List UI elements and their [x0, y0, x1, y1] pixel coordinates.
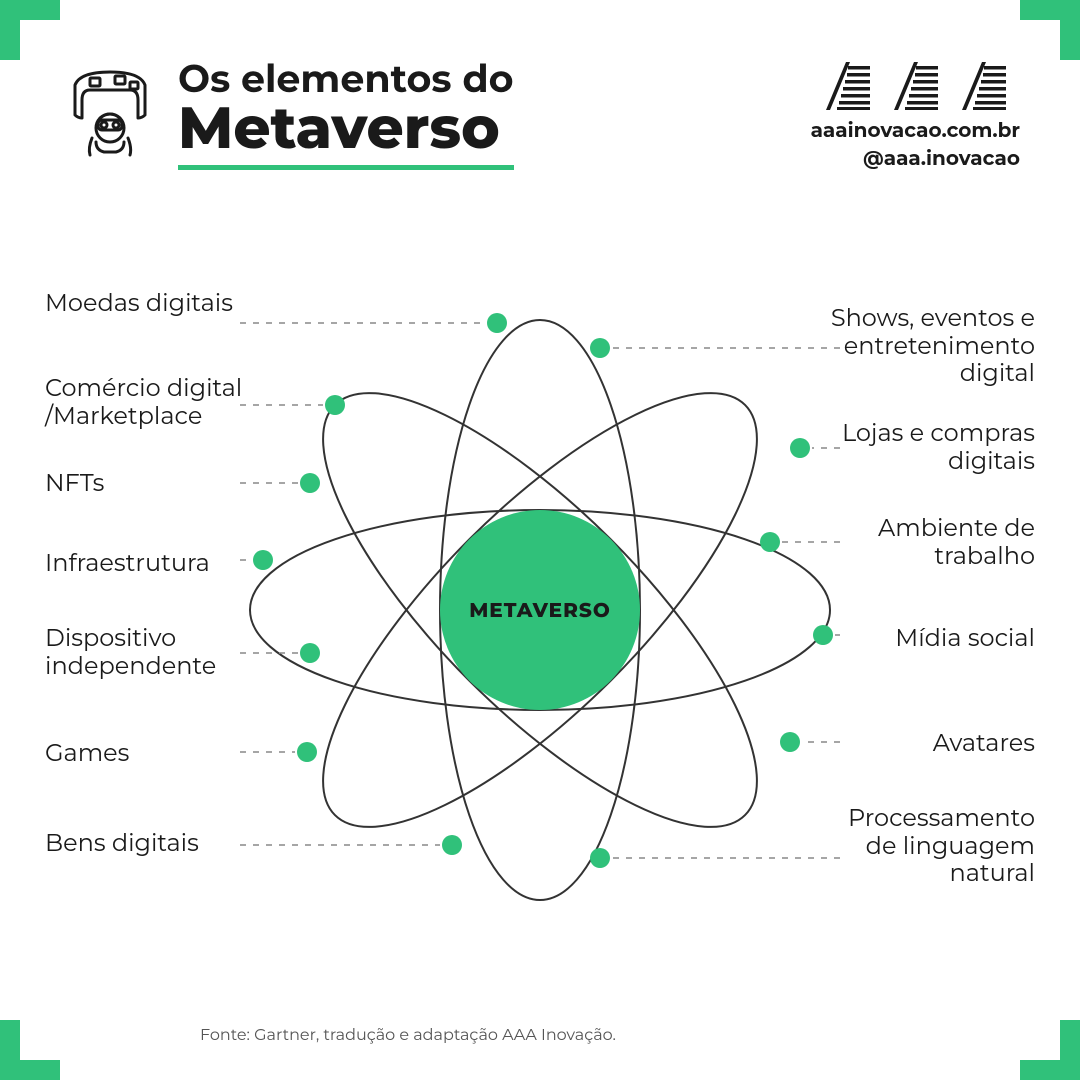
left-label: Infraestrutura: [45, 550, 210, 578]
right-label: Ambiente de trabalho: [878, 515, 1035, 570]
nucleus-label: METAVERSO: [469, 599, 611, 623]
electron: [253, 550, 273, 570]
electron: [780, 732, 800, 752]
electron: [325, 395, 345, 415]
electron: [297, 742, 317, 762]
left-label: Games: [45, 740, 129, 768]
right-label: Lojas e compras digitais: [842, 420, 1035, 475]
right-label: Shows, eventos e entretenimento digital: [831, 305, 1035, 388]
left-label: Bens digitais: [45, 830, 199, 858]
left-label: Comércio digital /Marketplace: [45, 375, 242, 430]
left-label: NFTs: [45, 470, 104, 498]
electron: [300, 643, 320, 663]
electron: [813, 625, 833, 645]
left-label: Moedas digitais: [45, 290, 233, 318]
left-label: Dispositivo independente: [45, 625, 216, 680]
electron: [442, 835, 462, 855]
source-text: Fonte: Gartner, tradução e adaptação AAA…: [200, 1026, 616, 1045]
electron: [760, 532, 780, 552]
right-label: Processamento de linguagem natural: [848, 805, 1035, 888]
electron: [300, 473, 320, 493]
electron: [790, 438, 810, 458]
right-label: Mídia social: [895, 625, 1035, 653]
right-label: Avatares: [933, 730, 1035, 758]
electron: [590, 848, 610, 868]
electron: [487, 313, 507, 333]
electron: [590, 338, 610, 358]
